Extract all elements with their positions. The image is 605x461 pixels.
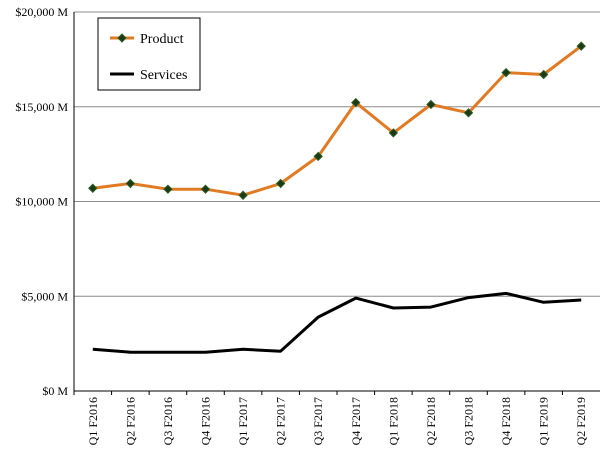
data-point-product (576, 41, 586, 51)
data-point-product (388, 128, 399, 138)
series-line-product (92, 44, 583, 197)
y-tick-label: $15,000 M (15, 100, 68, 114)
x-axis-tick-labels: Q1 F2016 Q2 F2016 Q3 F2016 Q4 F2016 Q1 F2017… (73, 391, 588, 445)
legend: Product Services (97, 17, 201, 91)
y-tick-label: $5,000 M (21, 289, 68, 303)
data-point-product (351, 97, 361, 108)
data-point-product (426, 99, 436, 110)
x-tick-label: Q2 F2018 (424, 397, 438, 445)
x-tick-label: Q4 F2018 (499, 397, 513, 445)
x-tick-label: Q4 F2017 (349, 397, 363, 445)
legend-label-product: Product (140, 32, 184, 47)
x-tick-label: Q4 F2016 (199, 397, 213, 445)
data-point-product (238, 190, 248, 200)
y-axis-tick-labels: $0 M $5,000 M $10,000 M $15,000 M $20,000 M (15, 5, 68, 398)
data-point-product (275, 178, 286, 189)
data-point-product (88, 183, 98, 193)
y-tick-label: $20,000 M (15, 5, 68, 19)
series-group (88, 41, 586, 354)
x-tick-label: Q3 F2017 (311, 397, 325, 445)
x-tick-label: Q2 F2019 (574, 397, 588, 445)
x-tick-label: Q3 F2018 (462, 397, 476, 445)
data-point-product (313, 151, 323, 162)
data-point-product (501, 67, 511, 78)
x-tick-label: Q3 F2016 (161, 397, 175, 445)
data-point-product (463, 108, 474, 118)
data-point-product (125, 178, 136, 189)
data-point-product (163, 184, 173, 194)
data-point-product (200, 184, 211, 194)
legend-box (97, 17, 201, 91)
legend-label-services: Services (140, 68, 187, 83)
x-tick-label: Q1 F2019 (537, 397, 551, 445)
y-tick-label: $0 M (42, 384, 68, 398)
x-tick-label: Q1 F2018 (386, 397, 400, 445)
x-tick-label: Q1 F2017 (236, 397, 250, 445)
x-tick-label: Q2 F2017 (274, 397, 288, 445)
series-line-services (92, 291, 582, 354)
y-tick-label: $10,000 M (15, 195, 68, 209)
x-tick-label: Q1 F2016 (86, 397, 100, 445)
x-tick-label: Q2 F2016 (123, 397, 137, 445)
data-point-product (538, 69, 549, 80)
legend-marker-product (117, 33, 127, 43)
